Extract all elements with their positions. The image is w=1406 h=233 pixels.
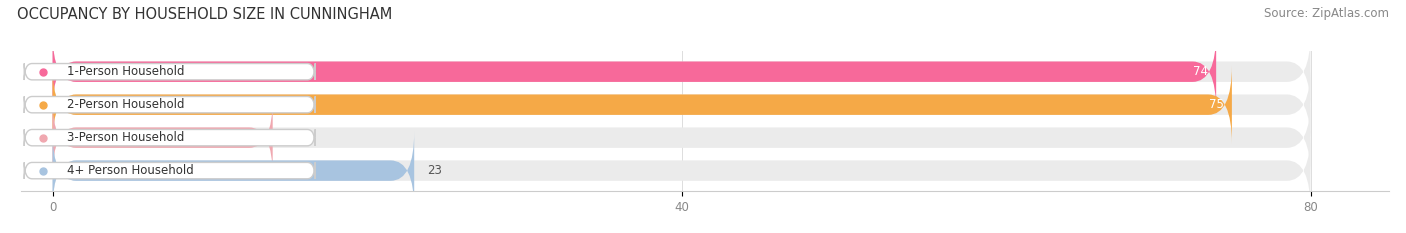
Text: 4+ Person Household: 4+ Person Household (66, 164, 194, 177)
FancyBboxPatch shape (52, 65, 1232, 144)
FancyBboxPatch shape (52, 32, 1216, 111)
FancyBboxPatch shape (24, 63, 315, 80)
FancyBboxPatch shape (24, 162, 315, 179)
FancyBboxPatch shape (24, 129, 315, 146)
Text: OCCUPANCY BY HOUSEHOLD SIZE IN CUNNINGHAM: OCCUPANCY BY HOUSEHOLD SIZE IN CUNNINGHA… (17, 7, 392, 22)
FancyBboxPatch shape (52, 131, 1310, 210)
Text: Source: ZipAtlas.com: Source: ZipAtlas.com (1264, 7, 1389, 20)
FancyBboxPatch shape (52, 98, 273, 177)
Text: 75: 75 (1209, 98, 1225, 111)
Text: 1-Person Household: 1-Person Household (66, 65, 184, 78)
FancyBboxPatch shape (24, 96, 315, 113)
Text: 2-Person Household: 2-Person Household (66, 98, 184, 111)
Text: 74: 74 (1194, 65, 1208, 78)
Text: 23: 23 (427, 164, 441, 177)
FancyBboxPatch shape (52, 65, 1310, 144)
Text: 14: 14 (285, 131, 301, 144)
FancyBboxPatch shape (52, 98, 1310, 177)
Text: 3-Person Household: 3-Person Household (66, 131, 184, 144)
FancyBboxPatch shape (52, 131, 415, 210)
FancyBboxPatch shape (52, 32, 1310, 111)
